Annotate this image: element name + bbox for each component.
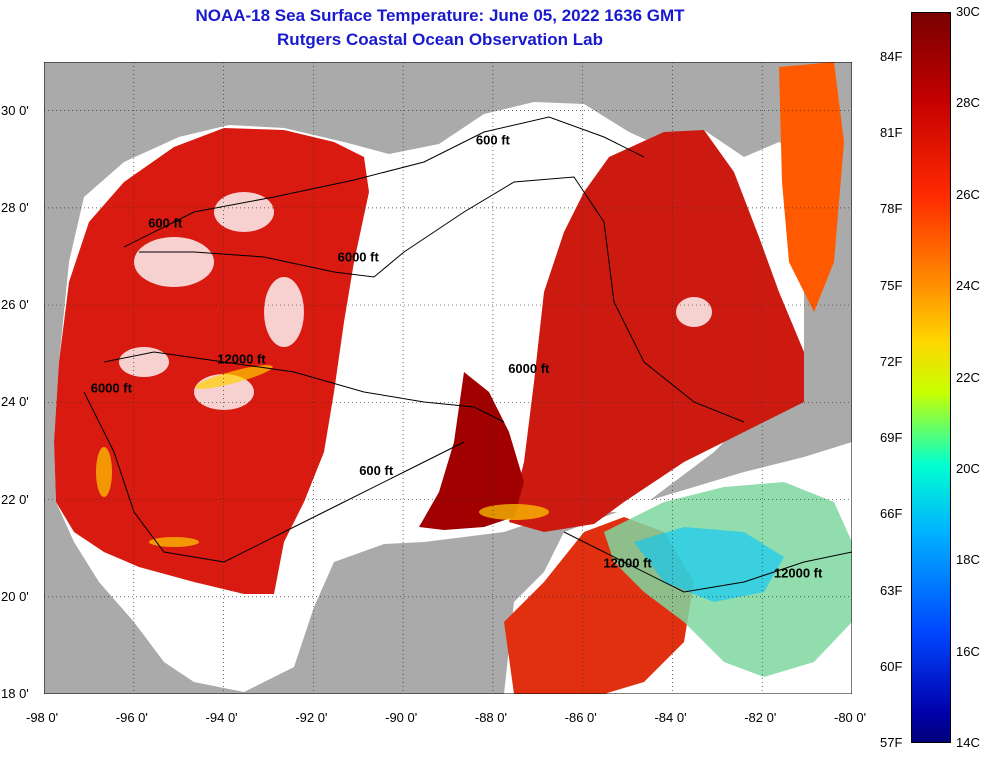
- colorbar-fahrenheit-label: 57F: [880, 735, 903, 750]
- x-tick-label: -82 0': [744, 710, 777, 725]
- contour-label: 600 ft: [476, 133, 511, 148]
- x-tick-label: -98 0': [26, 710, 59, 725]
- x-tick-label: -92 0': [295, 710, 328, 725]
- contour-label: 600 ft: [148, 215, 183, 230]
- colorbar-fahrenheit-label: 72F: [880, 353, 903, 369]
- sst-caribbean-cool-core: [634, 527, 784, 602]
- colorbar-celsius-label: 30C: [956, 4, 980, 19]
- y-tick-label: 24 0': [1, 394, 29, 410]
- colorbar-celsius-label: 28C: [956, 95, 980, 111]
- x-tick-label: -90 0': [385, 710, 418, 725]
- colorbar-fahrenheit-label: 69F: [880, 430, 903, 446]
- colorbar-celsius-label: 20C: [956, 460, 980, 476]
- colorbar-fahrenheit-label: 84F: [880, 49, 903, 64]
- x-tick-label: -94 0': [205, 710, 238, 725]
- map-title: NOAA-18 Sea Surface Temperature: June 05…: [195, 6, 685, 25]
- sst-western-gulf: [54, 128, 369, 594]
- contour-label: 12000 ft: [603, 556, 652, 571]
- y-tick-label: 22 0': [1, 491, 29, 507]
- y-tick-label: 28 0': [1, 199, 29, 215]
- sst-map: 600 ft 600 ft 6000 ft 12000 ft 6000 ft 6000 f…: [44, 62, 852, 694]
- x-tick-label: -80 0': [834, 710, 867, 725]
- y-tick-label: 30 0': [1, 102, 29, 118]
- contour-label: 6000 ft: [508, 361, 550, 376]
- x-tick-label: -88 0': [474, 710, 507, 725]
- y-tick-label: 20 0': [1, 588, 29, 604]
- colorbar-celsius-label: 14C: [956, 735, 980, 750]
- colorbar-fahrenheit-label: 81F: [880, 125, 903, 141]
- map-subtitle: Rutgers Coastal Ocean Observation Lab: [277, 30, 603, 49]
- colorbar-celsius-label: 24C: [956, 278, 980, 294]
- sst-loop-current: [419, 372, 524, 530]
- y-tick-label: 18 0': [1, 686, 29, 701]
- temperature-colorbar: [911, 12, 951, 743]
- colorbar-fahrenheit-label: 63F: [880, 582, 903, 598]
- colorbar-fahrenheit-label: 60F: [880, 658, 903, 674]
- contour-label: 6000 ft: [338, 249, 380, 264]
- sst-atlantic-strip: [779, 62, 844, 312]
- contour-label: 12000 ft: [217, 351, 266, 366]
- contour-label: 12000 ft: [774, 565, 823, 580]
- colorbar-celsius-label: 22C: [956, 369, 980, 385]
- y-tick-label: 26 0': [1, 297, 29, 313]
- x-tick-label: -96 0': [115, 710, 148, 725]
- warm-streaks: [96, 365, 549, 547]
- x-tick-label: -86 0': [564, 710, 597, 725]
- contour-label: 600 ft: [359, 463, 394, 478]
- contour-labels: 600 ft 600 ft 6000 ft 12000 ft 6000 ft 6000 f…: [91, 133, 823, 581]
- colorbar-fahrenheit-label: 78F: [880, 201, 903, 217]
- colorbar-celsius-label: 16C: [956, 643, 980, 659]
- contour-label: 6000 ft: [91, 381, 133, 396]
- colorbar-celsius-label: 18C: [956, 552, 980, 568]
- gridlines: [44, 62, 852, 694]
- colorbar-fahrenheit-label: 75F: [880, 277, 903, 293]
- x-tick-label: -84 0': [654, 710, 687, 725]
- colorbar-fahrenheit-label: 66F: [880, 506, 903, 522]
- colorbar-celsius-label: 26C: [956, 186, 980, 202]
- bathymetry-contours: [83, 116, 852, 593]
